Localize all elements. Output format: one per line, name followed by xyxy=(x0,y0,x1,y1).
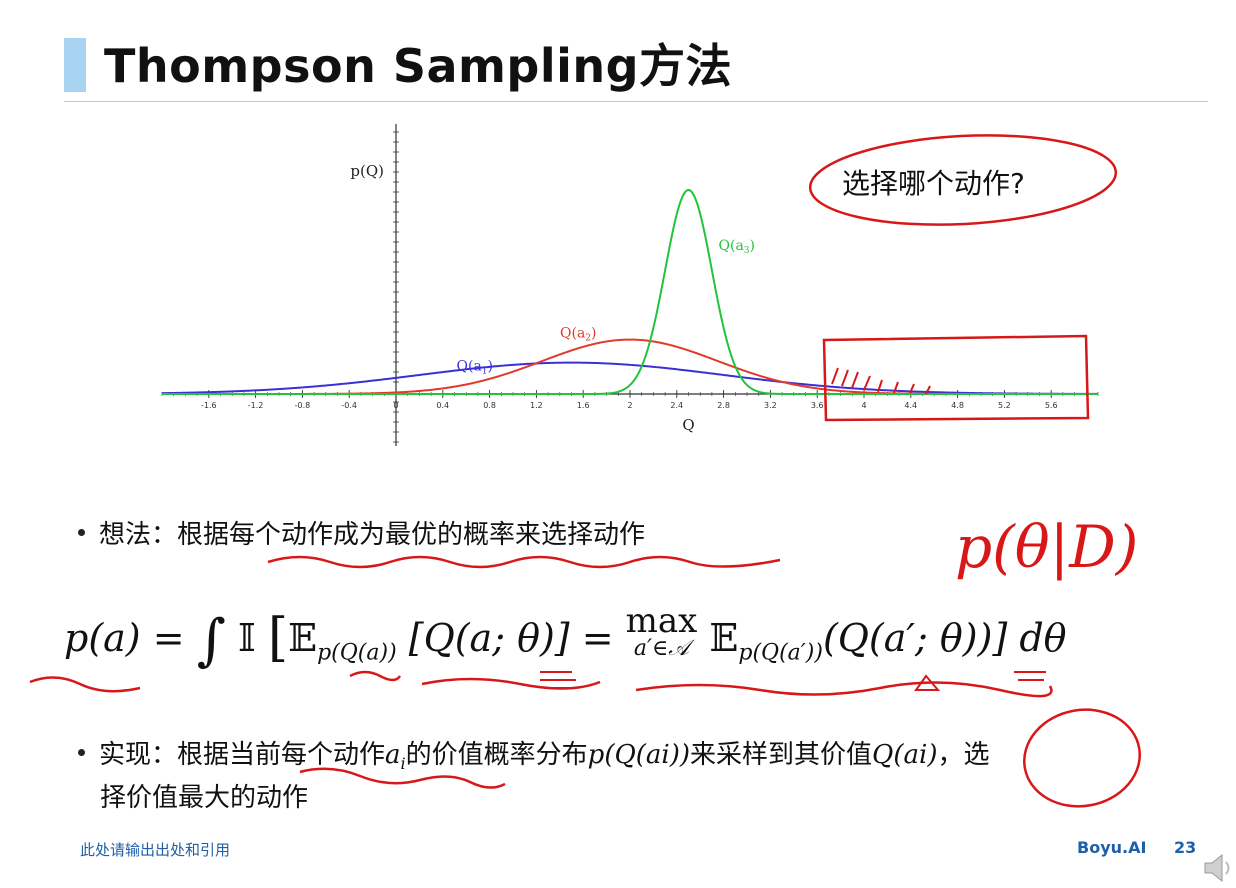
x-tick-label: 0.4 xyxy=(436,401,449,410)
formula-close: ] dθ xyxy=(992,616,1067,660)
formula-max: max xyxy=(625,601,698,641)
formula-expect1: 𝔼 xyxy=(288,616,318,660)
impl-text-5: 择价值最大的动作 xyxy=(100,783,309,814)
impl-text-4: ，选 xyxy=(937,740,990,770)
handwritten-posterior: p(θ|D) xyxy=(955,513,1138,581)
x-tick-label: -0.4 xyxy=(341,401,357,410)
y-axis-label: p(Q) xyxy=(350,162,384,180)
formula-indicator: 𝕀 xyxy=(237,616,256,660)
page-number: 23 xyxy=(1174,838,1197,857)
x-axis-label: Q xyxy=(682,416,694,434)
underline-max xyxy=(635,681,1053,698)
impl-ai-sub: i xyxy=(400,754,406,774)
impl-text-1: 实现：根据当前每个动作 xyxy=(99,740,386,770)
x-tick-label: 2 xyxy=(627,401,632,410)
series-label-2: Q(a2) xyxy=(560,326,597,344)
footer-brand: Boyu.AI xyxy=(1077,838,1147,857)
title-divider xyxy=(64,101,1208,102)
formula: p(a) = ∫ 𝕀 [𝔼p(Q(a)) [Q(a; θ)] = max a′∈… xyxy=(64,601,1067,673)
slide-title: Thompson Sampling方法 xyxy=(104,39,733,93)
x-tick-label: 4.4 xyxy=(904,401,917,410)
impl-text-3: 来采样到其价值 xyxy=(690,740,873,770)
formula-max-sub: a′∈𝒜 xyxy=(633,636,690,661)
underline-pa xyxy=(29,676,141,693)
underline-expectation xyxy=(421,677,601,690)
x-tick-label: 3.2 xyxy=(764,401,777,410)
formula-sub1: p(Q(a)) xyxy=(317,640,397,666)
x-tick-label: 2.8 xyxy=(717,401,730,410)
formula-mid: [Q(a; θ)] = xyxy=(408,616,614,660)
distribution-chart: -1.6 -1.2 -0.8 -0.4 0 0.4 0.8 1.2 1.6 2 2.4 2.8 3.2 3… xyxy=(150,118,1110,463)
x-tick-label: -0.8 xyxy=(295,401,311,410)
formula-sub2: p(Q(a′)) xyxy=(738,640,823,666)
theta-mark-1 xyxy=(540,671,576,689)
theta-mark-2 xyxy=(1014,671,1046,681)
bullet-implementation: 实现：根据当前每个动作ai的价值概率分布p(Q(ai))来采样到其价值Q(ai)… xyxy=(78,738,1188,815)
x-tick-label: 0.8 xyxy=(483,401,496,410)
formula-expect2: 𝔼 xyxy=(709,616,739,660)
bullet-idea: 想法：根据每个动作成为最优的概率来选择动作 xyxy=(78,514,645,551)
x-tick-label: 2.4 xyxy=(670,401,683,410)
bullet-dot xyxy=(78,749,85,756)
bullet-dot xyxy=(78,529,85,536)
series-line-3 xyxy=(162,188,1098,395)
x-tick-label: 5.6 xyxy=(1045,401,1058,410)
footer-note: 此处请输出出处和引用 xyxy=(80,841,231,859)
title-accent-bar xyxy=(64,38,86,92)
x-tick-label: 0 xyxy=(393,401,398,410)
formula-inner: (Q(a′; θ)) xyxy=(822,616,993,660)
formula-integral: ∫ xyxy=(196,608,226,673)
series-label-3: Q(a3) xyxy=(719,238,756,256)
x-tick-label: 4.8 xyxy=(951,401,964,410)
series-line-1 xyxy=(161,361,1098,395)
x-tick-label: 5.2 xyxy=(998,401,1011,410)
x-tick-label: 1.6 xyxy=(577,401,590,410)
chart-svg: -1.6 -1.2 -0.8 -0.4 0 0.4 0.8 1.2 1.6 2 2.4 2.8 3.2 3… xyxy=(161,124,1099,446)
x-tick-label: -1.2 xyxy=(248,401,264,410)
x-tick-label: 3.6 xyxy=(811,401,824,410)
impl-val: Q(ai) xyxy=(872,740,938,770)
underline-qa xyxy=(349,670,402,682)
underline-idea xyxy=(267,555,781,569)
triangle-mark xyxy=(914,674,941,691)
impl-text-2: 的价值概率分布 xyxy=(405,740,588,770)
impl-ai: a xyxy=(385,740,401,770)
x-tick-label: 1.2 xyxy=(530,401,543,410)
x-tick-label: 4 xyxy=(861,401,866,410)
x-tick-label: -1.6 xyxy=(201,401,217,410)
impl-dist: p(Q(ai)) xyxy=(587,740,691,770)
speaker-icon[interactable] xyxy=(1202,850,1236,886)
formula-lhs: p(a) = xyxy=(64,616,185,660)
bullet-idea-text: 想法：根据每个动作成为最优的概率来选择动作 xyxy=(99,520,646,550)
series-label-1: Q(a1) xyxy=(457,359,494,377)
